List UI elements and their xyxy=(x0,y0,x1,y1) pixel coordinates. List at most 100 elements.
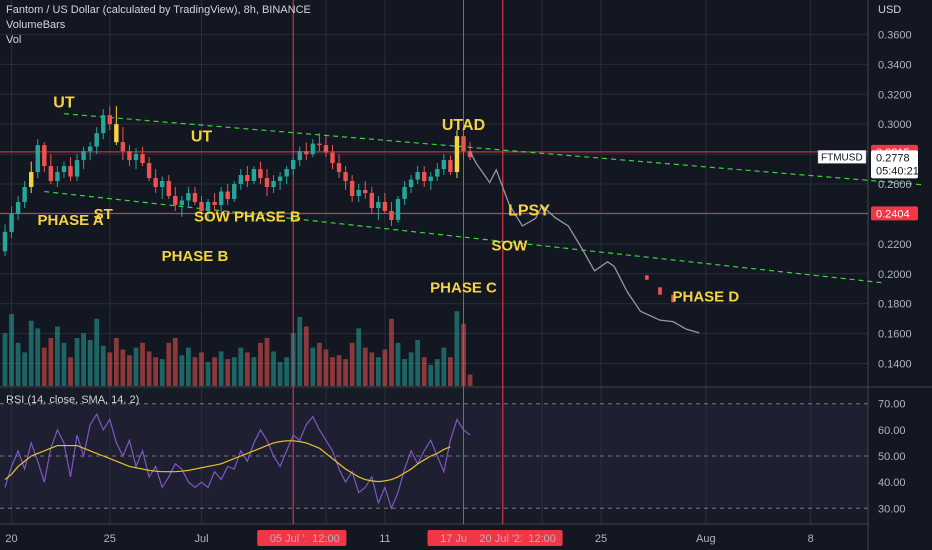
volume-bar xyxy=(317,342,322,386)
volume-bar xyxy=(35,328,41,386)
candle-body xyxy=(186,193,191,201)
time-axis-tick-label: Aug xyxy=(696,533,716,545)
candle-body xyxy=(317,143,322,146)
candle-body xyxy=(225,191,230,199)
candle-body xyxy=(415,172,420,180)
candle-body xyxy=(173,195,178,205)
symbol-tag xyxy=(817,150,867,164)
candle-body xyxy=(258,169,263,179)
candle-body xyxy=(389,210,394,220)
volume-bar xyxy=(87,339,93,386)
time-highlight-tag xyxy=(466,530,539,546)
rsi-axis-tick-label: 50.00 xyxy=(878,451,906,463)
candle-body xyxy=(467,151,473,158)
annotation-label: PHASE C xyxy=(430,279,497,296)
candle-body xyxy=(48,166,54,182)
annotation-label: PHASE A xyxy=(37,212,103,229)
volume-bar xyxy=(297,316,303,386)
volume-bar xyxy=(113,338,119,386)
volume-bar xyxy=(375,357,381,386)
candle-body xyxy=(264,178,270,188)
price-axis-tick-label: 0.2200 xyxy=(878,239,912,251)
price-axis-tick-label: 0.1600 xyxy=(878,329,912,341)
channel-trendline xyxy=(44,190,883,284)
candle-body xyxy=(22,187,27,202)
volume-bar xyxy=(382,349,388,386)
candle-body xyxy=(212,201,217,205)
candle-body xyxy=(291,160,296,170)
volume-bar xyxy=(146,351,152,386)
candle-body xyxy=(107,115,112,125)
volume-bar xyxy=(48,338,54,386)
candle-body xyxy=(454,136,460,173)
volume-bar xyxy=(395,342,401,386)
candle-body xyxy=(349,181,355,196)
candle-body xyxy=(87,146,93,152)
currency-label: USD xyxy=(878,4,902,16)
volume-bar xyxy=(408,352,414,386)
annotation-label: LPSY xyxy=(508,202,550,219)
candle-body xyxy=(343,172,348,182)
candle-body xyxy=(284,169,289,177)
volume-bar xyxy=(467,374,473,386)
candle-body xyxy=(179,200,185,205)
candle-body xyxy=(218,191,224,205)
symbol-label: FTMUSD xyxy=(821,152,863,163)
candle-body xyxy=(277,176,283,182)
time-axis-tick-label: 25 xyxy=(595,533,607,545)
candle-body xyxy=(336,163,342,173)
candle-body xyxy=(428,176,433,182)
volume-bar xyxy=(74,338,80,386)
annotation-label: UT xyxy=(53,95,75,112)
time-axis-tick-label: 8 xyxy=(808,533,814,545)
volume-bar xyxy=(172,338,178,386)
price-axis-tick-label: 0.3400 xyxy=(878,59,912,71)
candle-body xyxy=(127,151,132,161)
volume-bar xyxy=(330,357,335,386)
volume-bar xyxy=(244,352,250,386)
candle-body xyxy=(251,169,257,182)
candle-body xyxy=(356,190,361,196)
volume-bar xyxy=(41,347,47,386)
volume-bar xyxy=(336,355,342,386)
volume-bar xyxy=(434,359,440,386)
volume-bar xyxy=(159,359,165,386)
candle-body xyxy=(2,231,8,252)
annotation-label: UT xyxy=(191,128,213,145)
volume-bar xyxy=(107,352,113,386)
volume-bar xyxy=(369,352,375,386)
projection-candle xyxy=(645,275,649,280)
volume-bar xyxy=(68,357,73,386)
candle-body xyxy=(435,169,440,177)
volume-bar xyxy=(212,357,217,386)
volume-bar xyxy=(225,359,231,386)
price-axis-tick-label: 0.3000 xyxy=(878,119,912,131)
candle-body xyxy=(376,201,381,208)
time-axis-tick-label: 12:00 xyxy=(528,533,556,545)
price-axis-tick-label: 0.1400 xyxy=(878,359,912,371)
annotation-label: PHASE D xyxy=(673,288,740,305)
volume-bar xyxy=(258,342,263,386)
volume-bar xyxy=(205,362,211,386)
time-axis-tick-label: Jul xyxy=(194,533,208,545)
volume-bar xyxy=(127,355,132,386)
rsi-axis-tick-label: 30.00 xyxy=(878,503,906,515)
annotation-label: PHASE B xyxy=(162,248,229,265)
candle-body xyxy=(9,213,14,232)
volume-bar xyxy=(264,338,270,386)
candle-body xyxy=(205,201,211,211)
candle-body xyxy=(146,163,152,179)
rsi-sma-line xyxy=(4,440,451,483)
candle-body xyxy=(304,151,309,155)
volume-bar xyxy=(389,318,394,386)
candle-body xyxy=(55,172,60,182)
candle-body xyxy=(238,175,243,185)
candle-body xyxy=(35,145,40,173)
volume-bar xyxy=(421,357,427,386)
candle-body xyxy=(402,187,407,199)
price-axis-tick-label: 0.2000 xyxy=(878,269,912,281)
indicator-volumebars-label: VolumeBars xyxy=(6,19,66,31)
last-price-tag xyxy=(871,150,918,179)
level-price-label: 0.2404 xyxy=(876,208,910,220)
